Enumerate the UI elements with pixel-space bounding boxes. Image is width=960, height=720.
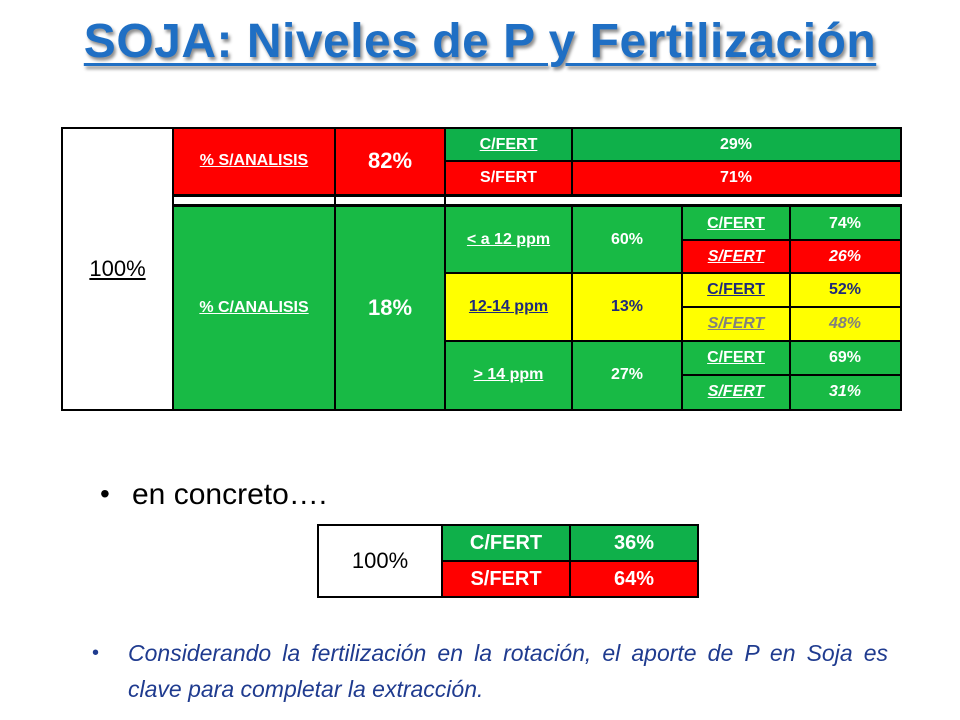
s-analisis-pct: 82% (335, 128, 445, 194)
table-divider (682, 239, 901, 241)
bullet-dot-icon: • (100, 478, 110, 509)
summary-cfert-pct: 36% (570, 525, 698, 561)
s-analisis-label: % S/ANALISIS (173, 128, 335, 194)
summary-sfert-pct: 64% (570, 561, 698, 597)
bullet-dot-icon: • (92, 642, 100, 664)
page-title: SOJA: Niveles de P y Fertilización (83, 15, 877, 68)
summary-total-value: 100% (351, 548, 409, 573)
table-divider (445, 340, 901, 342)
range-mid-cfert-pct: 52% (790, 273, 900, 307)
summary-total-cell: 100% (318, 525, 442, 597)
table-frame (61, 127, 902, 411)
s-analisis-cfert-pct: 29% (572, 128, 900, 161)
summary-sfert-label: S/FERT (442, 561, 570, 597)
table-divider (445, 160, 901, 162)
range-low-sfert-label: S/FERT (682, 240, 790, 273)
total-value: 100% (89, 255, 146, 281)
range-mid-sfert-label: S/FERT (682, 307, 790, 341)
range-high-sfert-label: S/FERT (682, 375, 790, 409)
table-divider (571, 207, 573, 411)
table-divider (334, 127, 336, 411)
range-low-cfert-pct: 74% (790, 207, 900, 240)
bullet-text: en concreto…. (132, 478, 328, 511)
range-mid-pct: 13% (572, 273, 682, 341)
summary-divider (442, 560, 699, 562)
table-divider (789, 207, 791, 411)
table-divider (682, 306, 901, 308)
table-divider (444, 127, 446, 411)
bullet-conclusion-text: Considerando la fertilización en la rota… (128, 640, 888, 702)
range-mid-label: 12-14 ppm (445, 273, 572, 341)
range-low-pct: 60% (572, 207, 682, 273)
total-cell: 100% (62, 128, 173, 409)
table-divider (681, 207, 683, 411)
table-divider-thick (173, 194, 902, 207)
s-analisis-sfert-label: S/FERT (445, 161, 572, 194)
s-analisis-cfert-label: C/FERT (445, 128, 572, 161)
range-mid-cfert-label: C/FERT (682, 273, 790, 307)
range-high-label: > 14 ppm (445, 341, 572, 409)
range-high-sfert-pct: 31% (790, 375, 900, 409)
s-analisis-sfert-pct: 71% (572, 161, 900, 194)
c-analisis-label: % C/ANALISIS (173, 207, 335, 409)
range-low-cfert-label: C/FERT (682, 207, 790, 240)
range-low-label: < a 12 ppm (445, 207, 572, 273)
range-low-sfert-pct: 26% (790, 240, 900, 273)
summary-cfert-label: C/FERT (442, 525, 570, 561)
range-high-pct: 27% (572, 341, 682, 409)
table-divider (172, 127, 174, 411)
range-high-cfert-label: C/FERT (682, 341, 790, 375)
c-analisis-pct: 18% (335, 207, 445, 409)
range-high-cfert-pct: 69% (790, 341, 900, 375)
table-divider (682, 374, 901, 376)
range-mid-sfert-pct: 48% (790, 307, 900, 341)
table-divider (445, 272, 901, 274)
